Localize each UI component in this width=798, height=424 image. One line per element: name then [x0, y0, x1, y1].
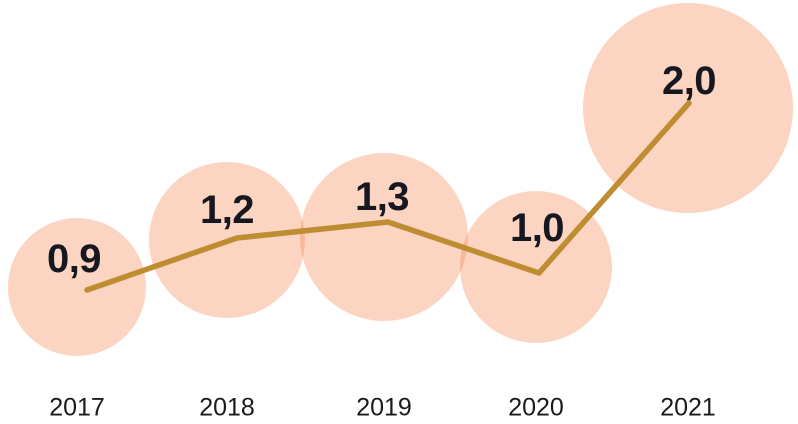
x-axis-label-2021: 2021 — [660, 393, 716, 422]
value-label-2017: 0,9 — [46, 237, 102, 281]
x-axis-label-2018: 2018 — [199, 393, 255, 422]
value-label-2021: 2,0 — [661, 59, 717, 103]
value-label-2020: 1,0 — [509, 206, 565, 250]
x-axis-label-2019: 2019 — [356, 393, 412, 422]
value-label-2019: 1,3 — [354, 175, 410, 219]
x-axis-label-2020: 2020 — [508, 393, 564, 422]
x-axis-label-2017: 2017 — [49, 393, 105, 422]
value-label-2018: 1,2 — [199, 188, 255, 232]
